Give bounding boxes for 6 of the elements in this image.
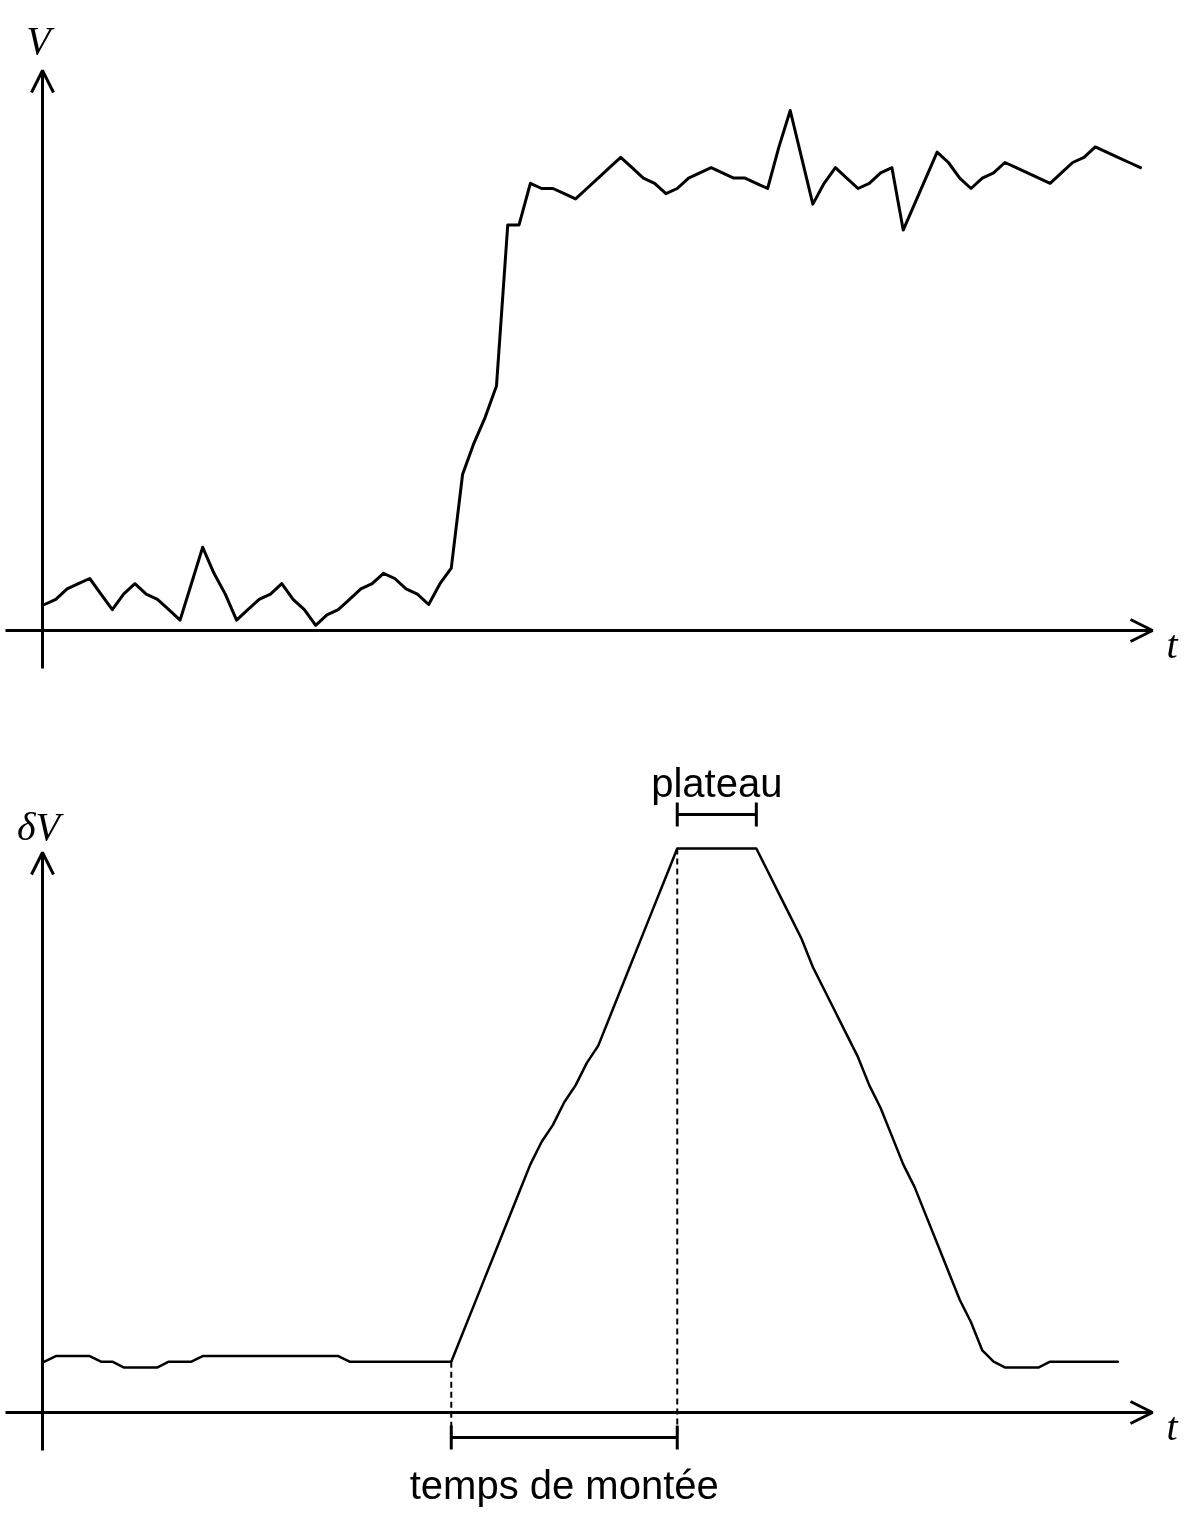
y-axis-title: δV [16, 804, 65, 849]
y-axis-title: V [26, 18, 56, 63]
text: temps de montée [409, 1462, 719, 1507]
x-axis-title: t [1166, 622, 1179, 667]
text: plateau [651, 760, 783, 805]
x-axis-title: t [1166, 1404, 1179, 1449]
